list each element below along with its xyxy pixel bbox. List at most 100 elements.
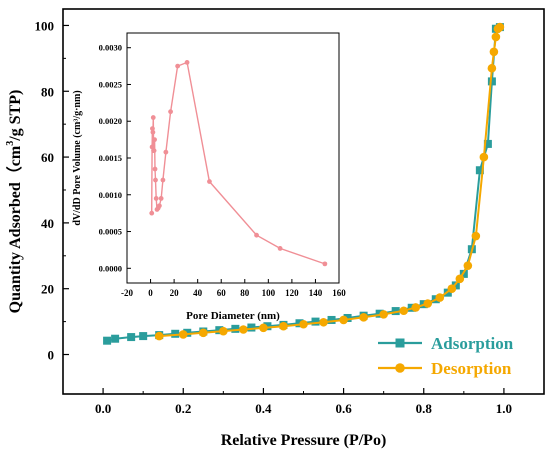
- desorption-point: [455, 274, 465, 284]
- pore-distribution-point: [277, 246, 283, 251]
- pore-distribution-point: [163, 149, 169, 155]
- legend-desorption-marker: [395, 363, 405, 373]
- x-tick-label: 0.0: [95, 401, 111, 416]
- adsorption-point: [391, 307, 400, 316]
- inset-x-tick-label: 80: [240, 288, 250, 298]
- pore-distribution-point: [254, 232, 259, 238]
- legend-desorption-label: Desorption: [431, 359, 512, 378]
- desorption-point: [487, 63, 497, 73]
- desorption-point: [339, 315, 348, 325]
- pore-distribution-point: [149, 144, 155, 150]
- desorption-point: [198, 328, 208, 338]
- pore-distribution-point: [149, 210, 155, 216]
- inset-y-tick-label: 0.0015: [99, 153, 122, 163]
- legend-adsorption-label: Adsorption: [431, 334, 514, 353]
- adsorption-point: [487, 77, 496, 86]
- adsorption-point: [183, 328, 192, 337]
- inset-x-tick-label: 120: [285, 288, 299, 298]
- desorption-point: [279, 321, 288, 331]
- desorption-point: [154, 331, 164, 341]
- desorption-point: [239, 325, 248, 334]
- pore-distribution-point: [150, 126, 155, 131]
- inset-y-tick-label: 0.0025: [99, 79, 122, 89]
- pore-distribution-point: [168, 109, 173, 115]
- adsorption-point: [127, 333, 136, 342]
- desorption-point: [489, 47, 499, 57]
- adsorption-point: [451, 281, 460, 290]
- inset-x-tick-label: 0: [148, 288, 153, 298]
- adsorption-point: [171, 329, 180, 338]
- desorption-point: [319, 317, 328, 327]
- pore-distribution-point: [207, 179, 212, 184]
- x-tick-label: 0.6: [335, 401, 352, 416]
- x-tick-label: 0.4: [255, 401, 272, 416]
- adsorption-point: [231, 324, 240, 333]
- y-axis-title-end: /g STP): [7, 90, 24, 142]
- pore-distribution-point: [153, 177, 158, 183]
- inset-y-axis-title: dV/dD Pore Volume (cm³/g·nm): [72, 90, 83, 225]
- pore-distribution-point: [150, 129, 156, 135]
- pore-distribution-point: [150, 115, 156, 120]
- y-tick-label: 40: [41, 216, 54, 231]
- desorption-point: [471, 231, 481, 241]
- desorption-point: [399, 306, 409, 316]
- desorption-point: [463, 261, 473, 270]
- inset-y-tick-label: 0.0005: [99, 227, 122, 237]
- inset-chart: -20 0 20 40 60 80 100 120 140 160 0.0000 0.0005 0.00…: [72, 32, 347, 322]
- inset-x-tick-label: 20: [170, 288, 180, 298]
- desorption-point: [447, 284, 457, 294]
- legend: Adsorption Desorption: [378, 334, 514, 378]
- x-tick-label: 0.8: [416, 401, 433, 416]
- adsorption-point: [311, 317, 320, 326]
- adsorption-point: [247, 323, 256, 332]
- y-tick-label: 0: [48, 348, 55, 363]
- y-tick-label: 20: [41, 282, 54, 297]
- inset-x-tick-label: 40: [193, 288, 203, 298]
- x-tick-label: 0.2: [175, 401, 191, 416]
- inset-x-axis-title: Pore Diameter (nm): [186, 310, 280, 322]
- adsorption-point: [327, 315, 336, 324]
- inset-plot-frame: [126, 32, 340, 284]
- adsorption-point: [139, 332, 148, 341]
- inset-x-tick-label: 160: [332, 288, 346, 298]
- adsorption-point: [483, 139, 492, 148]
- inset-y-tick-label: 0.0000: [99, 263, 122, 273]
- legend-adsorption: Adsorption: [378, 334, 514, 353]
- desorption-point: [259, 323, 268, 333]
- y-tick-label: 60: [41, 150, 54, 165]
- desorption-point: [423, 299, 433, 308]
- desorption-point: [479, 152, 489, 162]
- inset-x-tick-label: -20: [121, 288, 133, 298]
- pore-distribution-point: [151, 148, 157, 154]
- inset-x-tick-label: 140: [309, 288, 323, 298]
- desorption-point: [359, 313, 368, 322]
- main-series-layer: [103, 22, 505, 345]
- legend-adsorption-marker: [395, 338, 405, 348]
- legend-desorption: Desorption: [378, 359, 512, 378]
- desorption-point: [219, 326, 228, 336]
- inset-y-tick-label: 0.0030: [99, 43, 122, 53]
- inset-x-tick-label: 100: [262, 288, 276, 298]
- inset-y-tick-label: 0.0020: [99, 116, 122, 126]
- y-axis-title-superscript: 3: [5, 141, 16, 146]
- main-axis-ticks: 0.0 0.2 0.4 0.6 0.8 1.0 0 20 40 60 80 100: [35, 18, 513, 416]
- adsorption-point: [263, 322, 272, 331]
- y-tick-label: 80: [41, 84, 54, 99]
- adsorption-point: [103, 336, 112, 345]
- inset-series-layer: [149, 60, 328, 267]
- desorption-point: [178, 330, 188, 339]
- inset-axis-ticks: -20 0 20 40 60 80 100 120 140 160 0.0000 0.0005 0.00…: [99, 43, 347, 298]
- adsorption-point: [475, 166, 484, 175]
- desorption-point: [495, 22, 505, 32]
- adsorption-point: [111, 334, 120, 343]
- x-tick-label: 1.0: [496, 401, 512, 416]
- pore-distribution-point: [153, 196, 159, 201]
- pore-distribution-point: [158, 196, 164, 201]
- desorption-point: [379, 310, 388, 319]
- desorption-point: [435, 293, 445, 302]
- pore-distribution-point: [152, 166, 158, 172]
- pore-distribution-point: [160, 177, 166, 183]
- x-axis-title: Relative Pressure (P/Po): [221, 432, 387, 449]
- inset-x-tick-label: 60: [217, 288, 227, 298]
